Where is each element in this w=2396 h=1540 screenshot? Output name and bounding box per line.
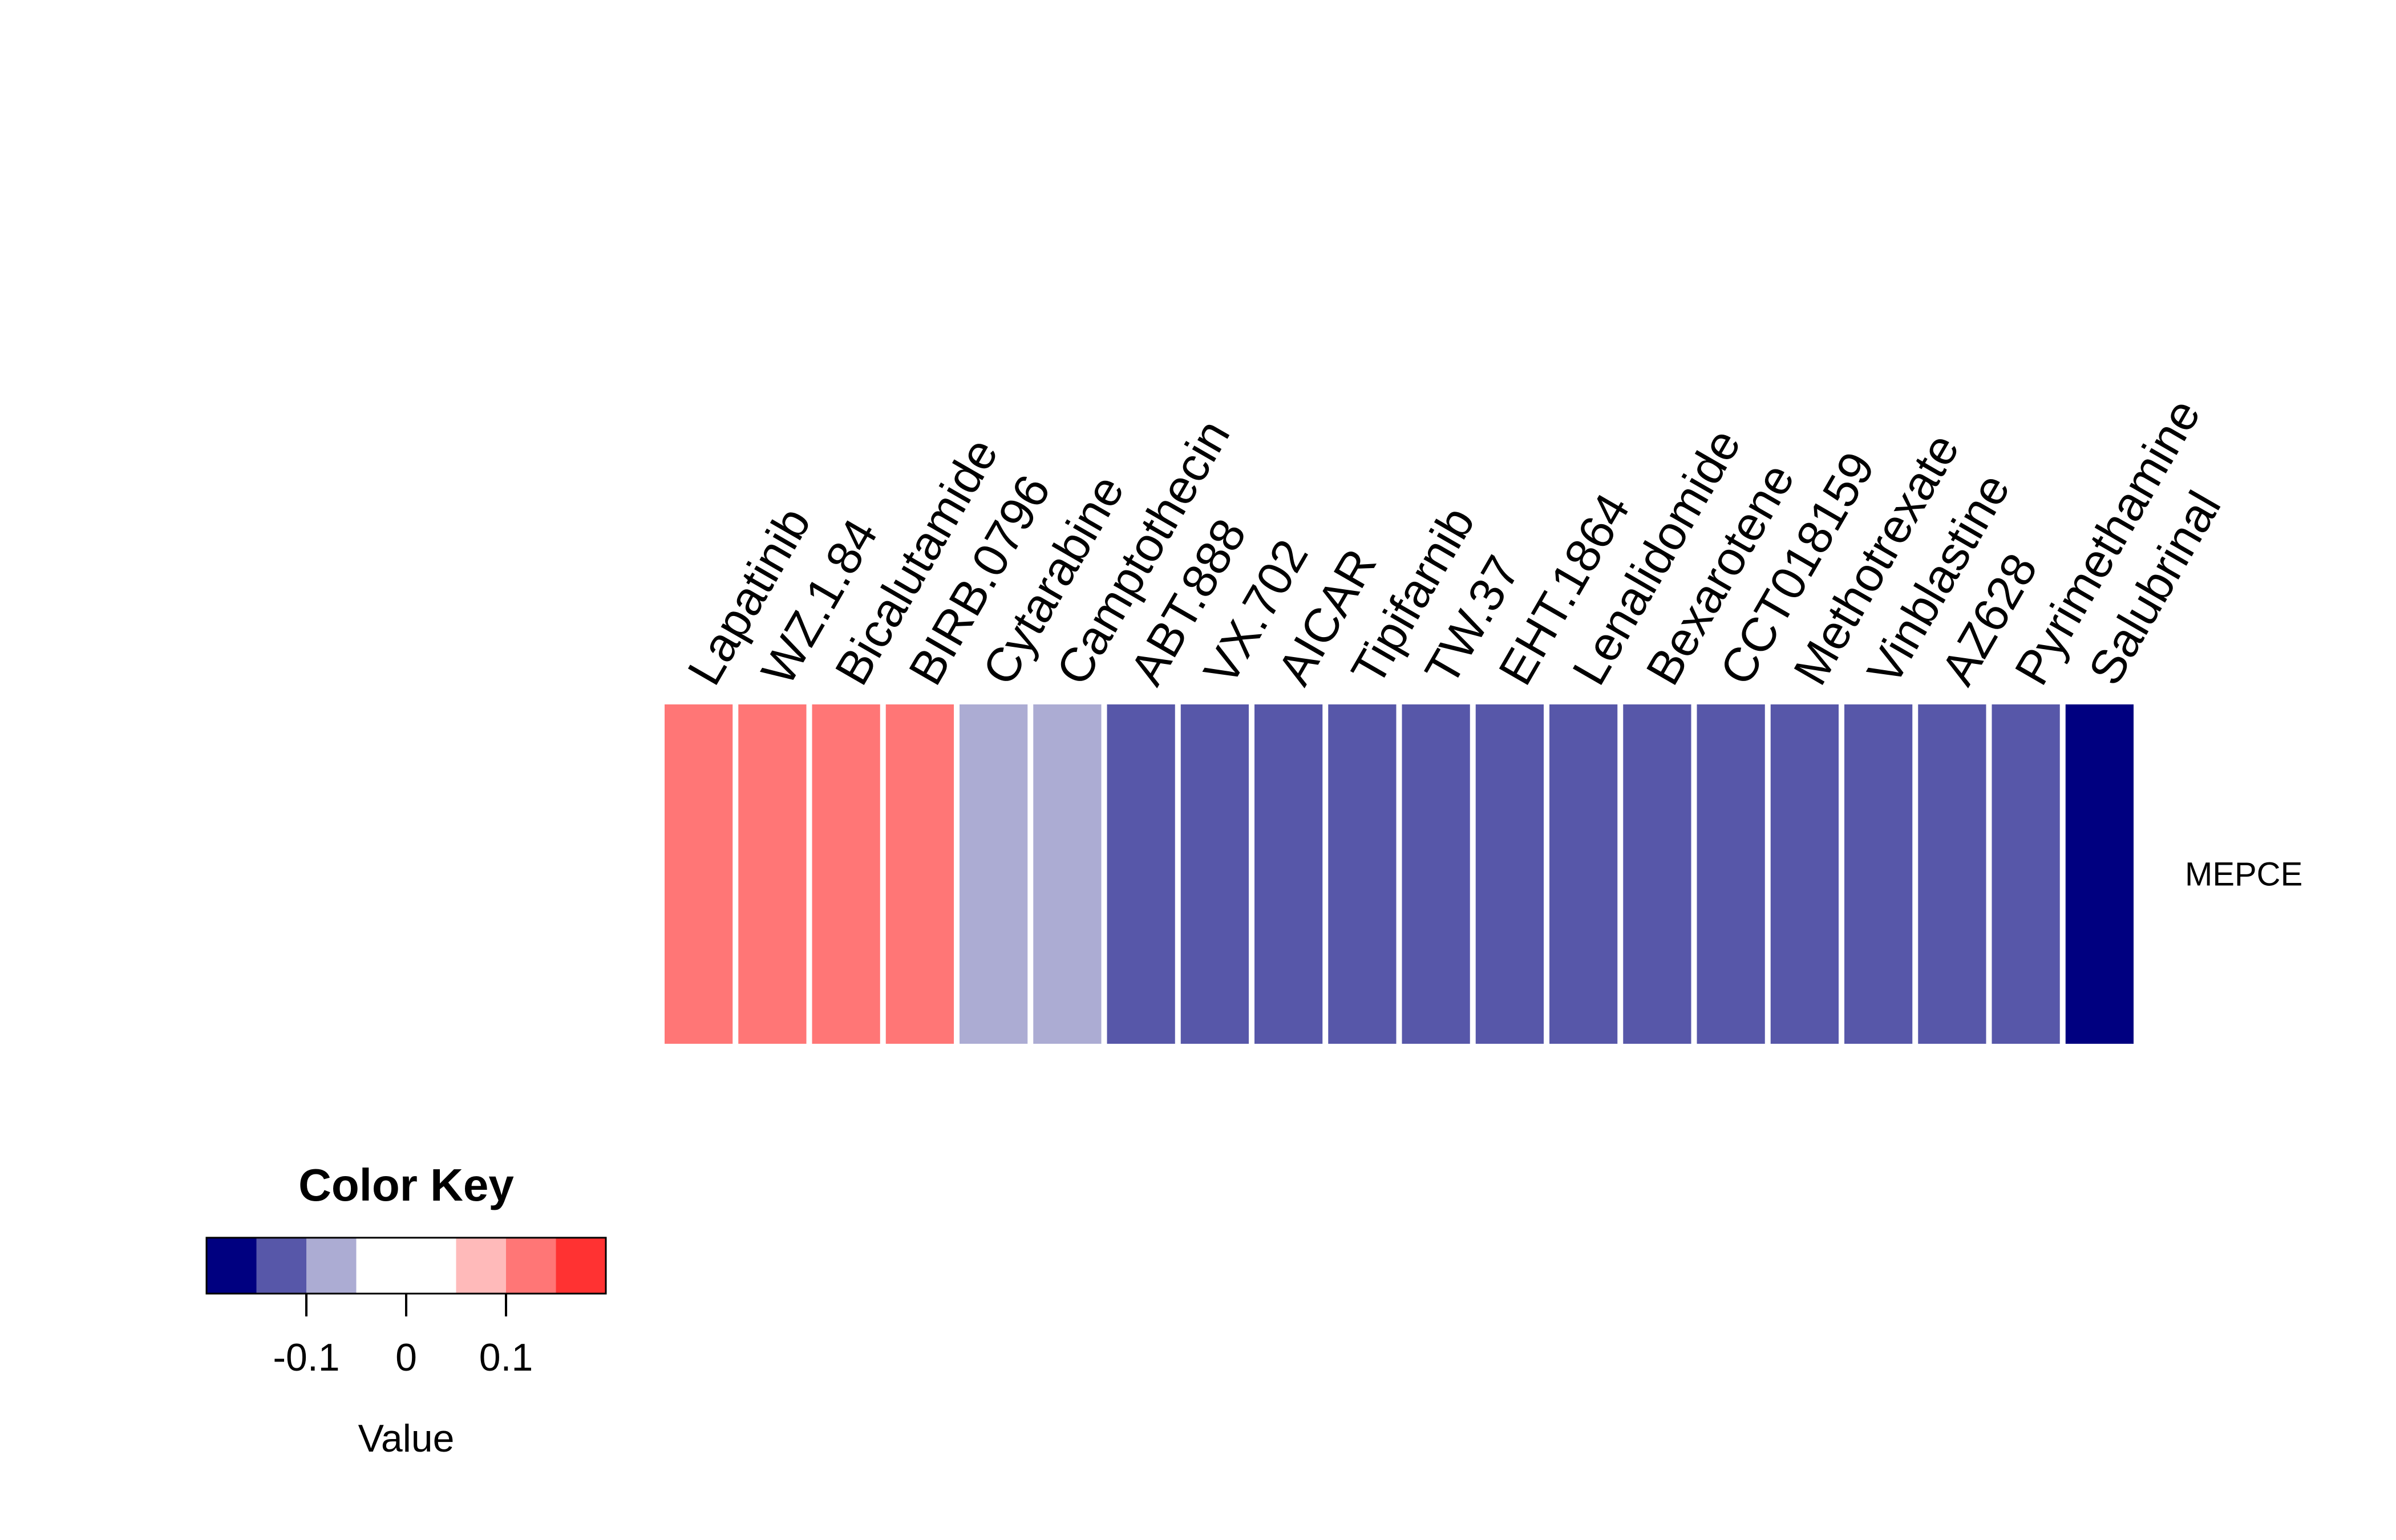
heatmap-cell bbox=[1180, 704, 1249, 1044]
heatmap-cell bbox=[1992, 704, 2060, 1044]
heatmap-cell bbox=[1107, 704, 1175, 1044]
heatmap-cell bbox=[1033, 704, 1102, 1044]
heatmap-cell bbox=[1475, 704, 1544, 1044]
heatmap-cell bbox=[2065, 704, 2134, 1044]
color-key-swatch bbox=[456, 1238, 506, 1294]
color-key-swatch bbox=[506, 1238, 556, 1294]
color-key-swatch bbox=[356, 1238, 456, 1294]
heatmap-cell bbox=[1402, 704, 1470, 1044]
row-labels: MEPCE bbox=[2185, 856, 2302, 893]
color-key-swatch bbox=[556, 1238, 606, 1294]
color-key-ticks: -0.1 0 0.1 bbox=[273, 1294, 533, 1379]
heatmap-cell bbox=[1697, 704, 1765, 1044]
heatmap-cell bbox=[885, 704, 954, 1044]
color-key-tick-label: 0.1 bbox=[479, 1336, 533, 1379]
heatmap-cells bbox=[665, 704, 2134, 1044]
color-key-swatches bbox=[205, 1237, 607, 1295]
heatmap-cell bbox=[1549, 704, 1618, 1044]
heatmap-cell bbox=[960, 704, 1028, 1044]
heatmap-cell bbox=[1254, 704, 1323, 1044]
heatmap-cell bbox=[812, 704, 880, 1044]
color-key-tick-label: 0 bbox=[395, 1336, 417, 1379]
color-key: Color Key -0.1 0 0.1 Value bbox=[205, 1160, 607, 1460]
heatmap-cell bbox=[665, 704, 733, 1044]
heatmap-cell bbox=[1918, 704, 1986, 1044]
color-key-swatch bbox=[207, 1238, 257, 1294]
color-key-title: Color Key bbox=[298, 1160, 514, 1210]
heatmap-cell bbox=[738, 704, 807, 1044]
column-labels: LapatinibWZ.1.84BicalutamideBIRB.0796Cyt… bbox=[677, 390, 2231, 694]
color-key-axis-label: Value bbox=[358, 1417, 455, 1460]
heatmap-cell bbox=[1328, 704, 1397, 1044]
color-key-swatch bbox=[306, 1238, 357, 1294]
color-key-swatch bbox=[256, 1238, 306, 1294]
heatmap-cell bbox=[1844, 704, 1913, 1044]
row-label: MEPCE bbox=[2185, 856, 2302, 893]
color-key-tick-label: -0.1 bbox=[273, 1336, 339, 1379]
heatmap-cell bbox=[1623, 704, 1691, 1044]
heatmap-cell bbox=[1770, 704, 1839, 1044]
